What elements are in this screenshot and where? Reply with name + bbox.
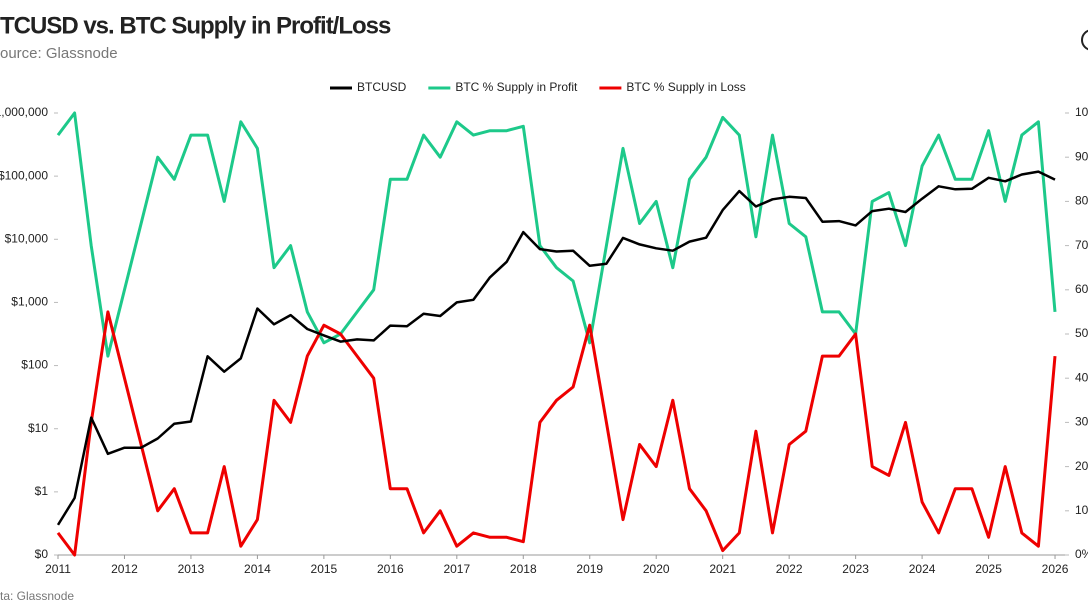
y2-tick-label: 40%	[1075, 370, 1088, 384]
x-tick-label: 2015	[311, 562, 338, 576]
source: ta: Glassnode	[0, 589, 74, 603]
y-tick-label: $100	[21, 358, 48, 372]
y2-tick-label: 50%	[1075, 326, 1088, 340]
chart-subtitle: ource: Glassnode	[0, 45, 118, 62]
x-tick-label: 2023	[842, 562, 869, 576]
y2-tick-label: 60%	[1075, 282, 1088, 296]
y2-tick-label: 80%	[1075, 194, 1088, 208]
y2-tick-label: 20%	[1075, 459, 1088, 473]
x-tick-label: 2019	[576, 562, 603, 576]
x-tick-label: 2020	[643, 562, 670, 576]
x-tick-label: 2024	[909, 562, 936, 576]
series-line	[56, 170, 1056, 526]
x-tick-label: 2018	[510, 562, 537, 576]
y-tick-label: $10,000	[5, 231, 49, 245]
legend-label: BTCUSD	[357, 80, 407, 94]
y-tick-label: $10	[28, 421, 48, 435]
y-tick-label: $1,000,000	[0, 105, 48, 119]
y2-tick-label: 0%	[1075, 547, 1088, 561]
y2-tick-label: 70%	[1075, 238, 1088, 252]
legend-label: BTC % Supply in Profit	[455, 80, 578, 94]
y2-tick-label: 100%	[1075, 105, 1088, 119]
y2-tick-label: 30%	[1075, 415, 1088, 429]
y-tick-label: $0	[35, 547, 49, 561]
chart-title: TCUSD vs. BTC Supply in Profit/Loss	[0, 12, 391, 39]
series-line	[56, 111, 1057, 358]
y-tick-label: $1	[35, 484, 49, 498]
x-tick-label: 2014	[244, 562, 271, 576]
x-tick-label: 2011	[45, 562, 71, 576]
x-tick-label: 2016	[377, 562, 404, 576]
y2-tick-label: 90%	[1075, 149, 1088, 163]
series-line	[56, 310, 1057, 557]
logo	[1081, 29, 1088, 51]
x-tick-label: 2025	[975, 562, 1002, 576]
y-tick-label: $100,000	[0, 168, 48, 182]
x-tick-label: 2026	[1042, 562, 1069, 576]
y2-tick-label: 10%	[1075, 503, 1088, 517]
x-tick-label: 2021	[709, 562, 736, 576]
x-tick-label: 2013	[178, 562, 205, 576]
legend-label: BTC % Supply in Loss	[626, 80, 745, 94]
x-tick-label: 2017	[443, 562, 470, 576]
y-tick-label: $1,000	[11, 295, 48, 309]
x-tick-label: 2012	[111, 562, 138, 576]
x-tick-label: 2022	[776, 562, 803, 576]
